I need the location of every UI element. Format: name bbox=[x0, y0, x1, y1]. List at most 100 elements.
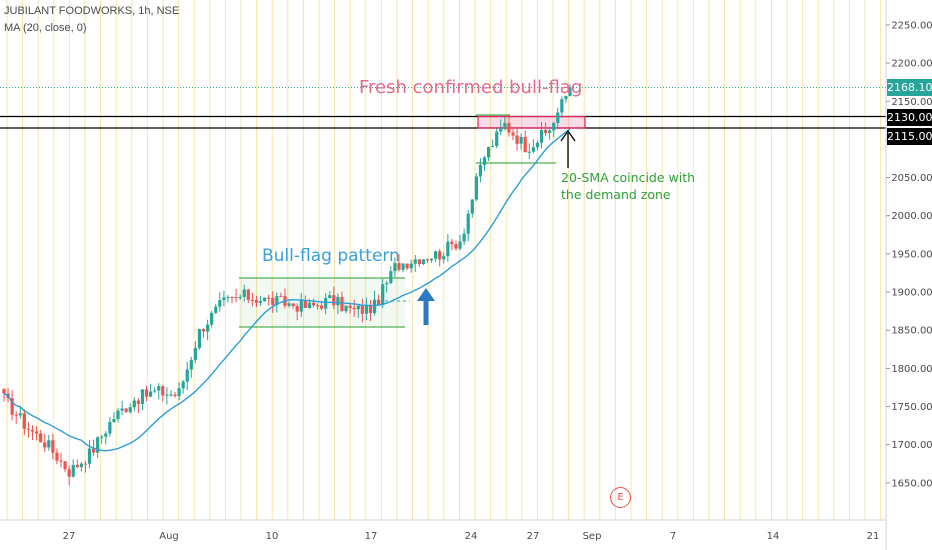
candle-body bbox=[271, 297, 275, 305]
candle-body bbox=[165, 394, 169, 396]
sma-note-line1: 20-SMA coincide with bbox=[561, 170, 696, 185]
x-tick-label: 27 bbox=[63, 531, 76, 542]
level-low-tag: 2115.00 bbox=[887, 128, 932, 145]
candle-body bbox=[446, 241, 450, 257]
candle-body bbox=[275, 296, 279, 305]
y-tick-label: 2250.00 bbox=[891, 20, 932, 31]
y-tick-label: 1900.00 bbox=[891, 288, 932, 299]
x-tick-label: 27 bbox=[527, 531, 540, 542]
candle-body bbox=[507, 123, 511, 133]
y-tick-label: 2000.00 bbox=[891, 211, 932, 222]
candle-body bbox=[454, 244, 458, 249]
bull-flag-label: Bull-flag pattern bbox=[262, 246, 400, 266]
candle-body bbox=[246, 289, 250, 300]
candle-body bbox=[230, 297, 234, 299]
candle-body bbox=[287, 303, 291, 306]
candle-body bbox=[568, 87, 572, 97]
candle-body bbox=[234, 297, 238, 299]
candle-body bbox=[315, 305, 320, 307]
candle-body bbox=[18, 413, 22, 416]
candle-body bbox=[116, 410, 120, 420]
candle-body bbox=[201, 328, 206, 332]
candle-body bbox=[254, 300, 259, 303]
candle-body bbox=[372, 299, 377, 314]
candle-body bbox=[324, 298, 328, 309]
candle-body bbox=[75, 464, 79, 468]
candle-body bbox=[478, 164, 483, 177]
candle-body bbox=[352, 307, 356, 310]
y-tick-label: 1950.00 bbox=[891, 249, 932, 260]
candle-body bbox=[197, 328, 202, 349]
candle-body bbox=[136, 400, 140, 404]
candle-body bbox=[299, 299, 303, 312]
candle-body bbox=[26, 428, 31, 430]
earnings-marker[interactable]: E bbox=[610, 487, 631, 508]
candle-body bbox=[222, 297, 226, 301]
candle-body bbox=[434, 251, 438, 259]
y-tick-label: 2200.00 bbox=[891, 59, 932, 70]
candle-body bbox=[238, 296, 242, 298]
candle-body bbox=[499, 128, 503, 132]
candle-body bbox=[311, 302, 316, 306]
candle-body bbox=[10, 398, 14, 415]
candle-body bbox=[368, 304, 373, 314]
x-tick-label: 14 bbox=[767, 531, 780, 542]
candle-body bbox=[466, 213, 470, 234]
candle-body bbox=[291, 303, 295, 307]
candle-body bbox=[47, 440, 51, 448]
candle-body bbox=[79, 463, 83, 468]
candle-body bbox=[295, 306, 299, 312]
candle-body bbox=[153, 390, 157, 392]
x-tick-label: Aug bbox=[159, 531, 179, 542]
candle-body bbox=[100, 436, 104, 438]
candle-body bbox=[303, 299, 307, 309]
sma-note-line2: the demand zone bbox=[561, 187, 671, 202]
sma-note-arrow-head bbox=[560, 129, 576, 142]
candle-body bbox=[185, 369, 189, 382]
candle-body bbox=[560, 99, 564, 113]
symbol-title: JUBILANT FOODWORKS, 1h, NSE bbox=[4, 5, 180, 17]
level-high-tag: 2130.00 bbox=[887, 109, 932, 126]
x-tick-label: 7 bbox=[670, 531, 676, 542]
candle-body bbox=[486, 147, 491, 158]
candle-body bbox=[120, 408, 124, 411]
y-tick-label: 1650.00 bbox=[891, 478, 932, 489]
candle-body bbox=[307, 302, 311, 309]
candle-body bbox=[279, 296, 283, 298]
candle-body bbox=[59, 460, 63, 462]
candle-body bbox=[214, 306, 218, 313]
candle-body bbox=[51, 440, 55, 453]
annotation-arrows bbox=[417, 129, 576, 325]
candle-body bbox=[503, 123, 507, 129]
y-tick-label: 1850.00 bbox=[891, 326, 932, 337]
candle-body bbox=[263, 297, 267, 302]
candle-body bbox=[474, 176, 478, 200]
candle-body bbox=[519, 136, 523, 144]
candle-body bbox=[364, 304, 369, 314]
sma-20-line bbox=[3, 128, 571, 452]
candle-body bbox=[539, 129, 544, 143]
candle-body bbox=[250, 299, 254, 301]
candle-body bbox=[161, 386, 165, 396]
candle-body bbox=[442, 256, 446, 260]
y-tick-label: 2150.00 bbox=[891, 97, 932, 108]
candles bbox=[2, 84, 572, 486]
candle-body bbox=[34, 431, 39, 434]
candle-body bbox=[189, 359, 193, 370]
candle-body bbox=[108, 421, 112, 434]
candle-body bbox=[242, 289, 246, 297]
candle-body bbox=[218, 300, 222, 307]
candle-body bbox=[148, 391, 153, 397]
candle-body bbox=[91, 448, 96, 453]
candle-body bbox=[552, 123, 556, 131]
candle-body bbox=[491, 146, 495, 148]
demand-zone-box bbox=[477, 115, 586, 129]
candle-body bbox=[14, 414, 18, 416]
candle-body bbox=[258, 301, 263, 303]
candle-body bbox=[39, 433, 43, 443]
candle-body bbox=[169, 394, 173, 396]
candle-body bbox=[482, 157, 487, 165]
candle-body bbox=[548, 130, 552, 133]
